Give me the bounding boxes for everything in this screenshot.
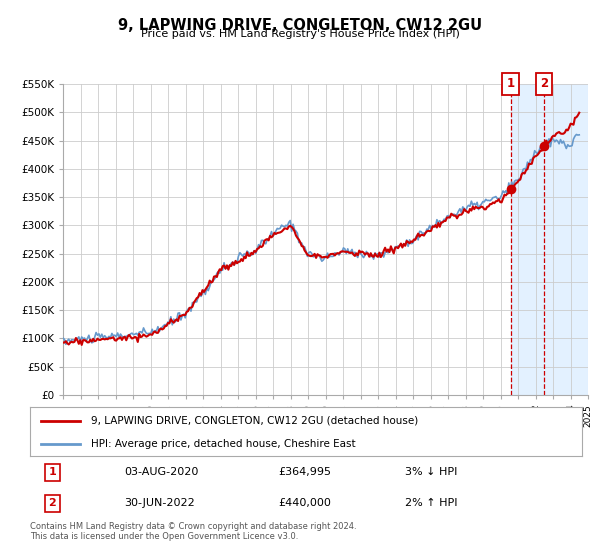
Text: 1: 1 <box>506 77 515 91</box>
Text: £364,995: £364,995 <box>278 467 331 477</box>
Text: 30-JUN-2022: 30-JUN-2022 <box>124 498 194 508</box>
Text: 2% ↑ HPI: 2% ↑ HPI <box>406 498 458 508</box>
Text: £440,000: £440,000 <box>278 498 331 508</box>
Text: 2: 2 <box>540 77 548 91</box>
Text: Contains HM Land Registry data © Crown copyright and database right 2024.
This d: Contains HM Land Registry data © Crown c… <box>30 522 356 542</box>
Text: Price paid vs. HM Land Registry's House Price Index (HPI): Price paid vs. HM Land Registry's House … <box>140 29 460 39</box>
Text: 9, LAPWING DRIVE, CONGLETON, CW12 2GU: 9, LAPWING DRIVE, CONGLETON, CW12 2GU <box>118 18 482 33</box>
Text: 1: 1 <box>48 467 56 477</box>
Text: 03-AUG-2020: 03-AUG-2020 <box>124 467 198 477</box>
Text: 3% ↓ HPI: 3% ↓ HPI <box>406 467 458 477</box>
Text: 2: 2 <box>48 498 56 508</box>
Bar <box>511 84 588 395</box>
Text: HPI: Average price, detached house, Cheshire East: HPI: Average price, detached house, Ches… <box>91 439 355 449</box>
Text: 9, LAPWING DRIVE, CONGLETON, CW12 2GU (detached house): 9, LAPWING DRIVE, CONGLETON, CW12 2GU (d… <box>91 416 418 426</box>
